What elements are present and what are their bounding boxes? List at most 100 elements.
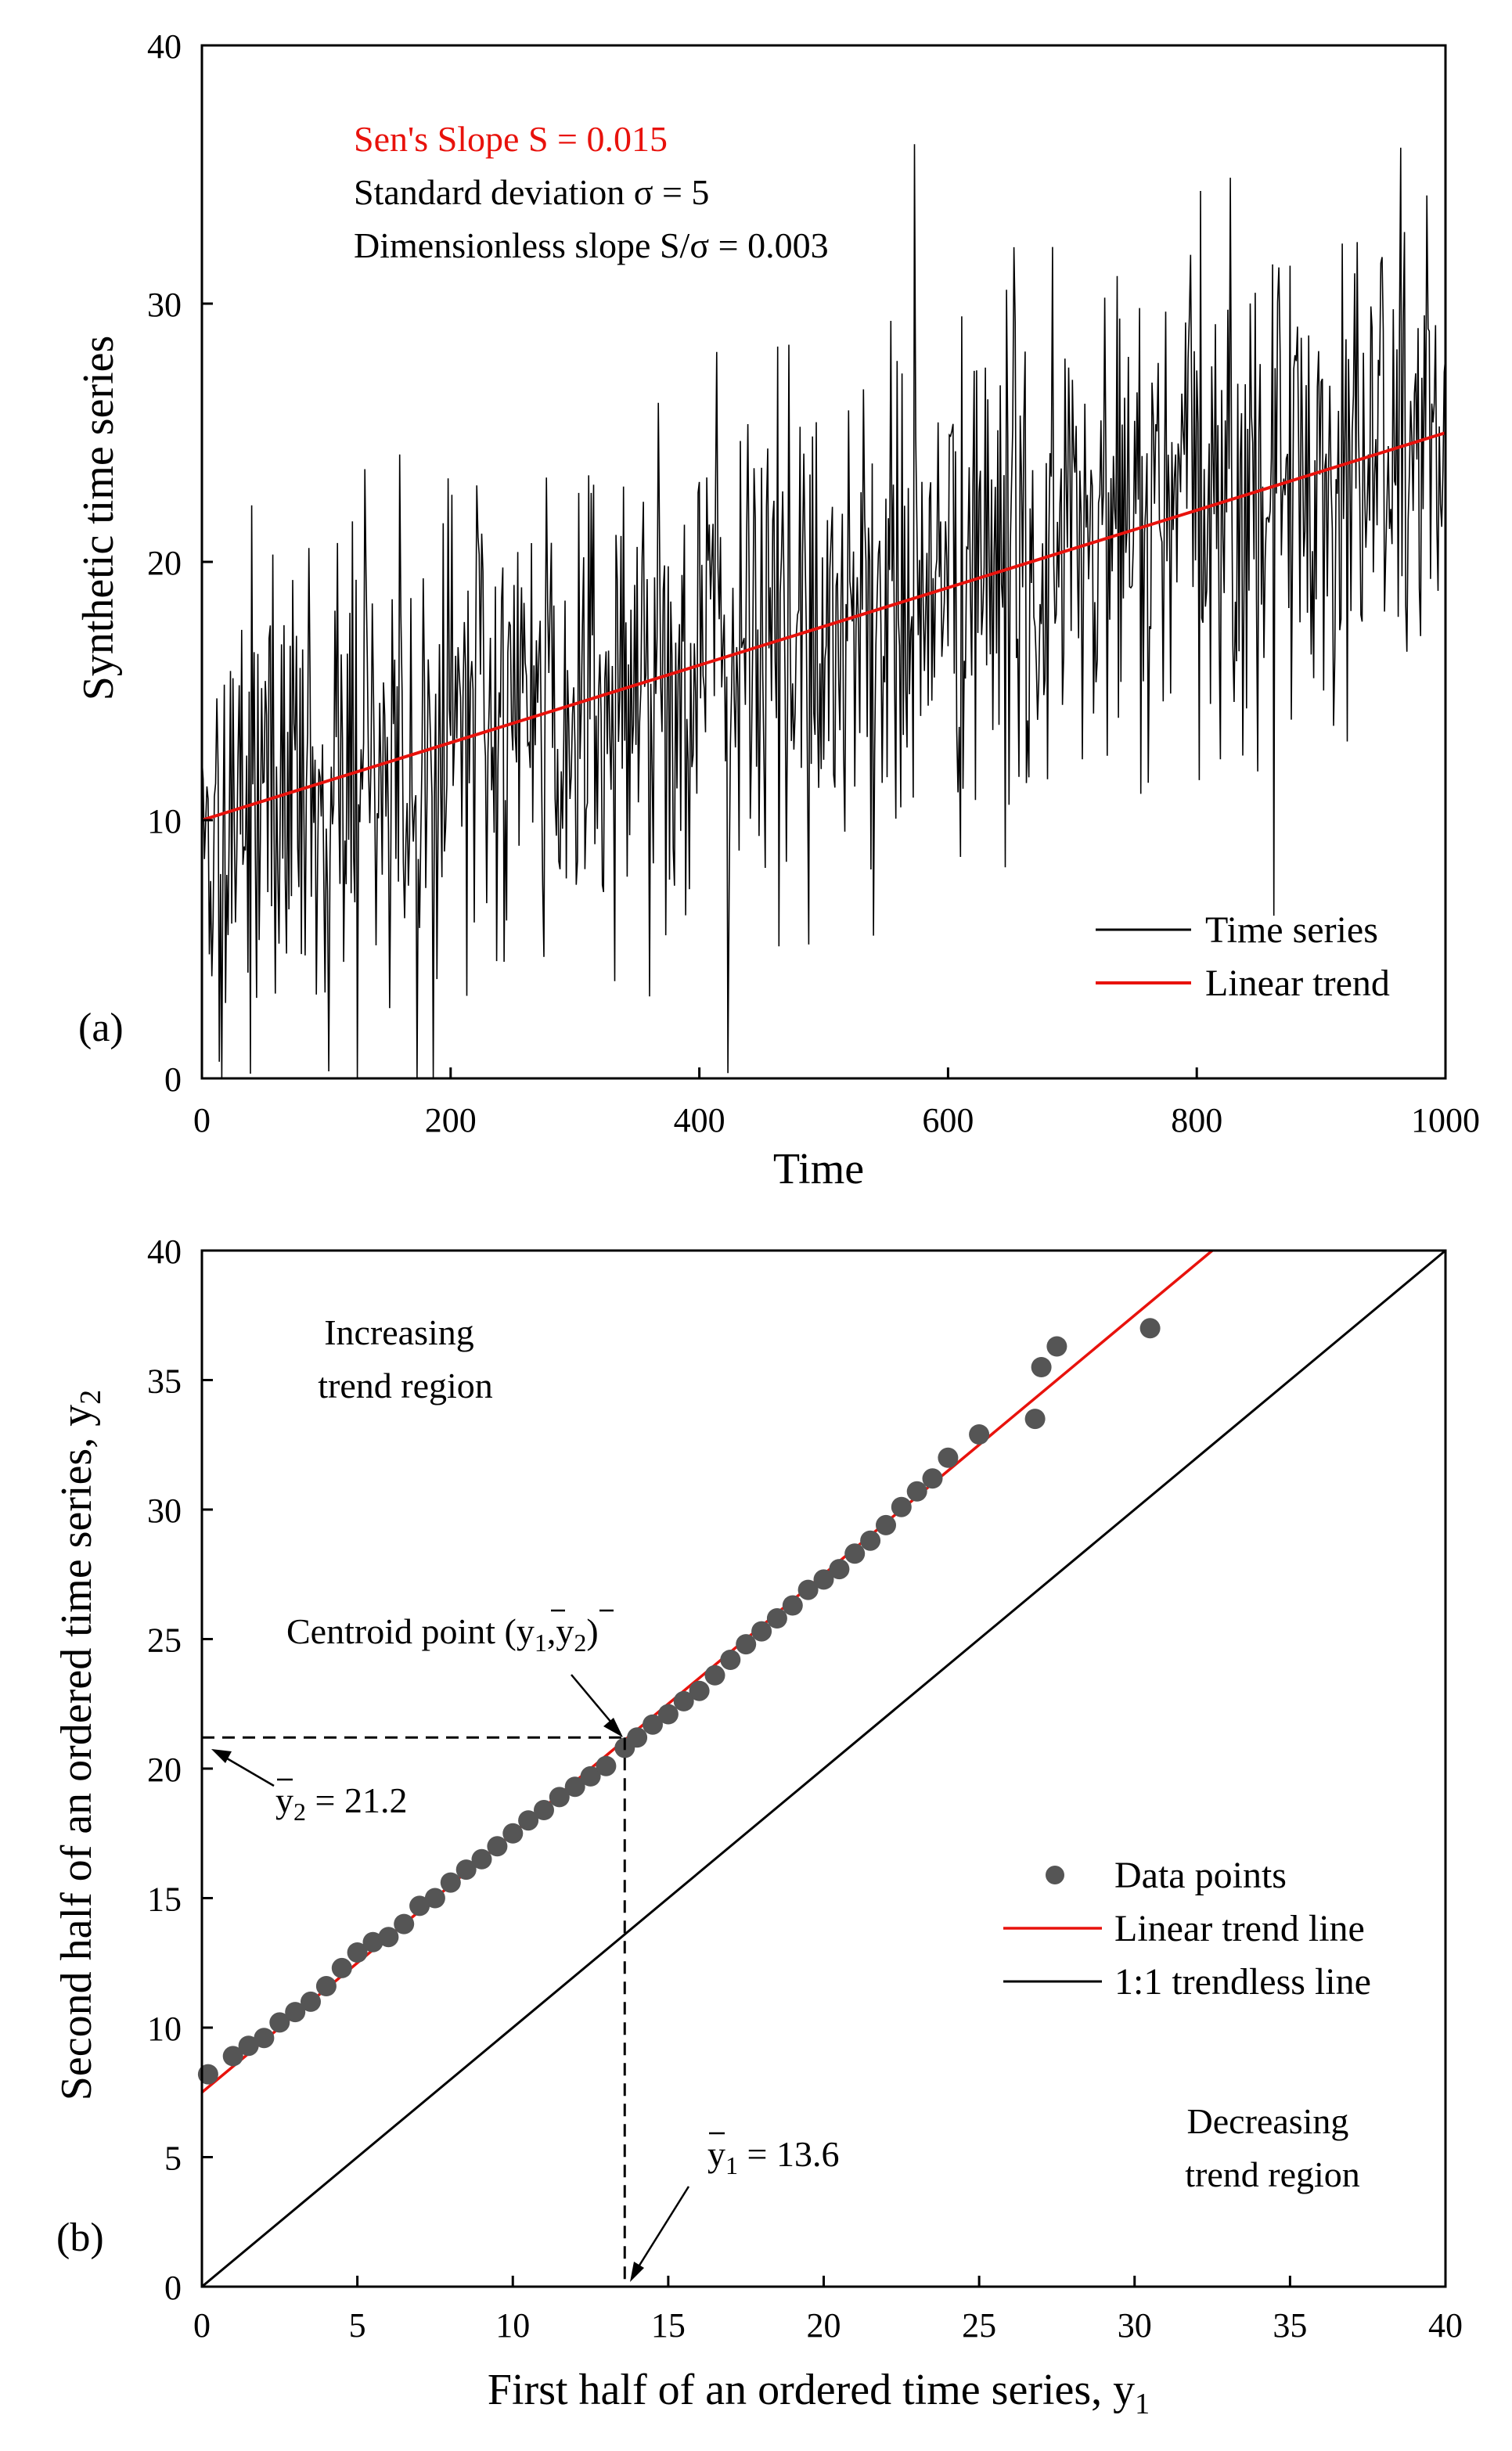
y1-mean-annotation: y1 = 13.6: [707, 2134, 839, 2179]
y-axis-title-b-sub: 2: [74, 1390, 107, 1405]
y1-mean-arrow-shaft: [632, 2186, 690, 2275]
data-point: [1031, 1357, 1052, 1377]
y1-mean-arrow-head: [630, 2262, 644, 2282]
data-point: [487, 1836, 508, 1857]
legend-b-data-points-swatch: [1046, 1866, 1064, 1884]
data-point: [704, 1665, 725, 1686]
data-point: [471, 1848, 492, 1870]
centroid-y1-sub: 1: [535, 1629, 547, 1657]
x-tick-label-a: 1000: [1411, 1101, 1480, 1139]
data-point: [518, 1810, 539, 1831]
y-tick-label-a: 10: [147, 802, 182, 840]
y1-mean-symbol: y: [707, 2134, 725, 2174]
x-tick-label-a: 200: [425, 1101, 477, 1139]
data-point: [938, 1447, 959, 1468]
x-axis-ticks-a: 0 200 400 600 800 1000: [193, 1067, 1480, 1139]
y-tick-label-b: 25: [147, 1621, 182, 1660]
y-tick-label-b: 30: [147, 1492, 182, 1530]
legend-b-trend-label: Linear trend line: [1114, 1908, 1365, 1949]
centroid-y2-sub: 2: [574, 1629, 586, 1657]
x-axis-title-b-text: First half of an ordered time series, y: [488, 2366, 1135, 2414]
data-point: [643, 1714, 663, 1735]
panel-b: 0 5 10 15 20 25 30 35 40 0 5 10 15 20 25 30 35 40 First …: [52, 1233, 1463, 2420]
data-point: [969, 1424, 990, 1445]
increasing-region-line2: trend region: [318, 1366, 493, 1405]
data-point: [860, 1530, 881, 1551]
data-point: [285, 2002, 306, 2023]
data-point: [813, 1569, 834, 1590]
data-point: [1046, 1336, 1067, 1357]
centroid-close: ): [586, 1611, 598, 1651]
legend-b-data-points-label: Data points: [1114, 1855, 1287, 1896]
y-axis-ticks-a: 0 10 20 30 40: [147, 27, 213, 1099]
sen-slope-annotation: Sen's Slope S = 0.015: [354, 119, 668, 159]
y2-mean-symbol: y: [275, 1780, 293, 1820]
y1-mean-value: = 13.6: [738, 2134, 839, 2174]
y-tick-label-b: 20: [147, 1751, 182, 1789]
x-tick-label-b: 5: [349, 2306, 366, 2345]
x-tick-label-b: 25: [962, 2306, 996, 2345]
y2-mean-value: = 21.2: [306, 1780, 407, 1820]
data-point: [627, 1727, 648, 1748]
data-point: [254, 2028, 275, 2049]
legend-a: Time series Linear trend: [1096, 909, 1390, 1004]
data-point: [797, 1579, 819, 1600]
x-axis-title-b: First half of an ordered time series, y1: [488, 2366, 1150, 2420]
y-tick-label-b: 5: [164, 2140, 182, 2178]
data-point: [269, 2012, 290, 2033]
data-point: [222, 2046, 243, 2067]
y2-mean-sub: 2: [293, 1798, 306, 1826]
y-axis-title-a: Synthetic time series: [74, 336, 123, 701]
legend-b: Data points Linear trend line 1:1 trendl…: [1003, 1855, 1371, 2003]
panel-a: 0 200 400 600 800 1000 0 10 20 30 40 Time Synthet…: [74, 27, 1480, 1193]
y-tick-label-b: 15: [147, 1881, 182, 1919]
increasing-region-line1: Increasing: [324, 1312, 474, 1352]
std-annotation: Standard deviation σ = 5: [354, 172, 709, 212]
y-axis-title-b: Second half of an ordered time series, y…: [52, 1390, 107, 2100]
data-point: [534, 1800, 554, 1820]
data-point: [580, 1765, 601, 1787]
y-tick-label-b: 10: [147, 2010, 182, 2048]
data-point: [906, 1481, 927, 1502]
y-axis-ticks-b: 0 5 10 15 20 25 30 35 40: [147, 1233, 213, 2307]
y-tick-label-a: 40: [147, 27, 182, 66]
legend-a-time-series-label: Time series: [1205, 909, 1378, 951]
x-axis-title-b-sub: 1: [1135, 2388, 1150, 2420]
x-tick-label-b: 30: [1118, 2306, 1152, 2345]
centroid-annotation: Centroid point (y1,y2): [286, 1611, 599, 1657]
data-point: [1024, 1409, 1046, 1430]
dimensionless-annotation: Dimensionless slope S/σ = 0.003: [354, 225, 829, 265]
decreasing-region-line2: trend region: [1185, 2154, 1360, 2194]
data-point: [301, 1991, 321, 2012]
y2-mean-arrow-head: [211, 1749, 232, 1763]
panel-label-a: (a): [78, 1006, 124, 1050]
x-tick-label-b: 10: [495, 2306, 530, 2345]
x-axis-title-a: Time: [773, 1145, 864, 1193]
data-point: [440, 1872, 461, 1893]
data-point: [720, 1650, 741, 1670]
data-point: [502, 1823, 524, 1844]
y-tick-label-b: 35: [147, 1362, 182, 1401]
data-point: [751, 1621, 772, 1642]
y-tick-label-a: 20: [147, 544, 182, 582]
data-point: [347, 1942, 368, 1963]
data-point: [331, 1957, 352, 1978]
x-tick-label-a: 800: [1171, 1101, 1222, 1139]
y-tick-label-a: 30: [147, 286, 182, 324]
y-axis-title-b-text: Second half of an ordered time series, y: [52, 1405, 101, 2100]
x-tick-label-b: 20: [807, 2306, 841, 2345]
data-point: [689, 1680, 710, 1701]
data-point: [876, 1514, 896, 1535]
x-tick-label-a: 400: [674, 1101, 725, 1139]
y-tick-label-b: 0: [164, 2269, 182, 2307]
data-point: [657, 1704, 679, 1725]
data-points: [197, 1318, 1161, 2085]
legend-b-oneone-label: 1:1 trendless line: [1114, 1961, 1371, 2003]
centroid-guide-lines: [202, 1736, 626, 2287]
time-series-line: [201, 144, 1446, 1079]
x-axis-ticks-b: 0 5 10 15 20 25 30 35 40: [193, 2276, 1463, 2345]
panel-label-b: (b): [56, 2215, 104, 2260]
x-tick-label-a: 0: [193, 1101, 211, 1139]
centroid-arrow-head: [603, 1718, 623, 1737]
